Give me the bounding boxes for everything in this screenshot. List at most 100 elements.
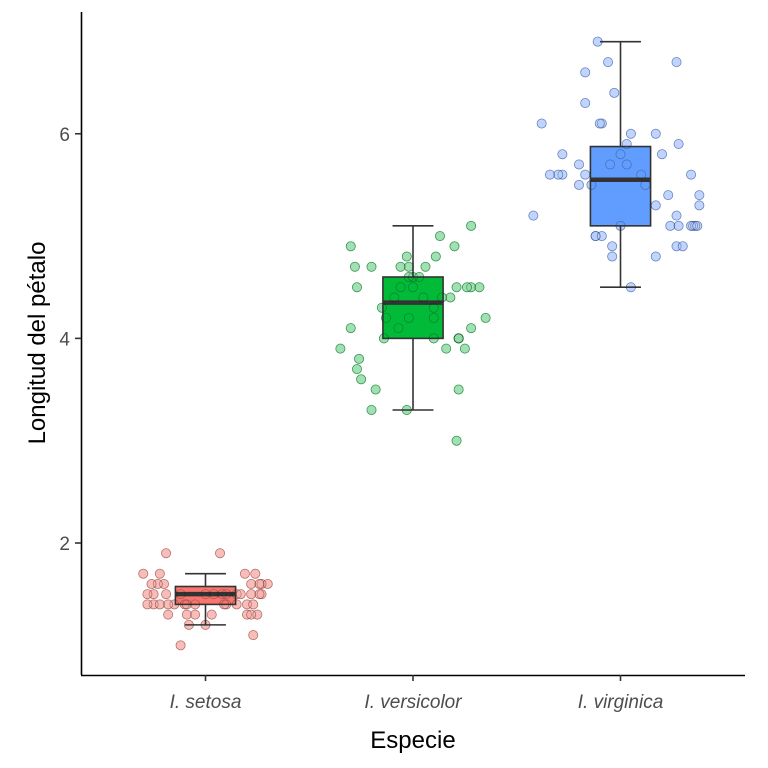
data-point [466, 323, 477, 334]
x-axis-title: Especie [370, 727, 455, 754]
y-tick-label: 2 [59, 534, 70, 555]
data-point-outline [453, 333, 464, 344]
data-point [657, 149, 668, 160]
data-point-outline [163, 599, 174, 610]
data-point-outline [256, 589, 267, 600]
data-point [594, 118, 605, 129]
data-point-outline [379, 333, 389, 344]
data-point-outline [376, 302, 387, 313]
x-tick-label: I. setosa [170, 692, 242, 713]
data-point-outline [603, 57, 614, 68]
data-point-outline [403, 272, 414, 282]
data-point-outline [381, 312, 391, 323]
data-point-outline [574, 159, 584, 170]
data-point-outline [621, 139, 632, 149]
data-point [451, 282, 462, 293]
x-tick-label: I. virginica [578, 692, 664, 713]
data-point-outline [246, 578, 257, 589]
data-point-outline [580, 169, 591, 180]
data-point-outline [663, 190, 674, 201]
data-point-outline [453, 333, 464, 344]
data-point-outline [408, 272, 418, 282]
data-point-outline [215, 548, 225, 559]
data-point-outline [480, 312, 491, 323]
data-point-outline [590, 231, 601, 242]
x-ticks: I. setosa I. versicolor I. virginica [170, 675, 664, 713]
data-point [395, 261, 406, 272]
data-point [351, 364, 362, 375]
data-point-outline [349, 261, 360, 272]
data-point [692, 220, 703, 231]
data-point-outline [545, 169, 555, 180]
data-point-outline [686, 169, 697, 180]
data-point-outline [650, 200, 661, 211]
points-layer [138, 36, 705, 651]
data-point-outline [650, 128, 661, 139]
data-point [528, 210, 539, 221]
data-point [663, 190, 674, 201]
data-point-outline [553, 169, 564, 180]
data-point-outline [428, 333, 439, 344]
data-point-outline [677, 241, 688, 252]
data-point-outline [246, 609, 257, 620]
data-point-outline [636, 169, 647, 180]
data-point [580, 67, 591, 78]
data-point-outline [161, 548, 172, 559]
box-0 [174, 572, 237, 626]
data-point-outline [181, 599, 192, 610]
data-point-outline [594, 118, 605, 129]
data-point-outline [657, 149, 667, 160]
data-point-outline [401, 405, 412, 415]
data-point [603, 57, 614, 68]
data-point-outline [615, 149, 626, 160]
data-point-outline [248, 630, 259, 641]
data-point-outline [580, 67, 591, 78]
data-point-outline [690, 220, 701, 231]
data-point [154, 568, 165, 579]
data-point-outline [335, 343, 346, 354]
data-point-outline [389, 292, 400, 303]
data-point-outline [671, 57, 682, 68]
y-tick-label: 6 [59, 125, 70, 146]
data-point-outline [459, 343, 470, 354]
data-point [574, 159, 585, 170]
data-point-outline [557, 169, 568, 180]
data-point [694, 190, 705, 201]
data-point-outline [208, 589, 219, 600]
data-point [673, 138, 684, 149]
data-point-outline [138, 568, 149, 579]
data-point-outline [694, 200, 705, 211]
y-axis-title: Longitud del pétalo [24, 242, 51, 445]
data-point [434, 231, 445, 242]
data-point-outline [640, 179, 651, 190]
data-point-outline [254, 578, 265, 589]
data-point [254, 589, 265, 600]
data-point-outline [596, 231, 607, 242]
data-point-outline [694, 190, 705, 201]
data-point-outline [453, 333, 464, 344]
data-point [401, 251, 412, 262]
data-point [461, 282, 472, 293]
data-point-outline [437, 292, 447, 303]
data-point [625, 128, 636, 139]
data-point-outline [414, 272, 425, 282]
data-point-outline [403, 261, 414, 272]
box-iqr [589, 145, 652, 227]
data-point-outline [665, 220, 676, 231]
data-point [451, 435, 462, 446]
data-point-outline [366, 405, 377, 415]
data-point [254, 578, 265, 589]
data-point [596, 231, 607, 242]
data-point [215, 548, 226, 559]
data-point-outline [154, 599, 165, 610]
data-point [453, 384, 464, 395]
data-point-outline [242, 609, 252, 620]
data-point-outline [408, 282, 418, 293]
data-point [557, 149, 568, 160]
data-point-outline [615, 220, 626, 231]
data-point-outline [148, 589, 159, 600]
data-point-outline [430, 251, 441, 262]
data-point-outline [206, 609, 217, 620]
data-point-outline [395, 261, 406, 272]
data-point-outline [557, 149, 568, 160]
